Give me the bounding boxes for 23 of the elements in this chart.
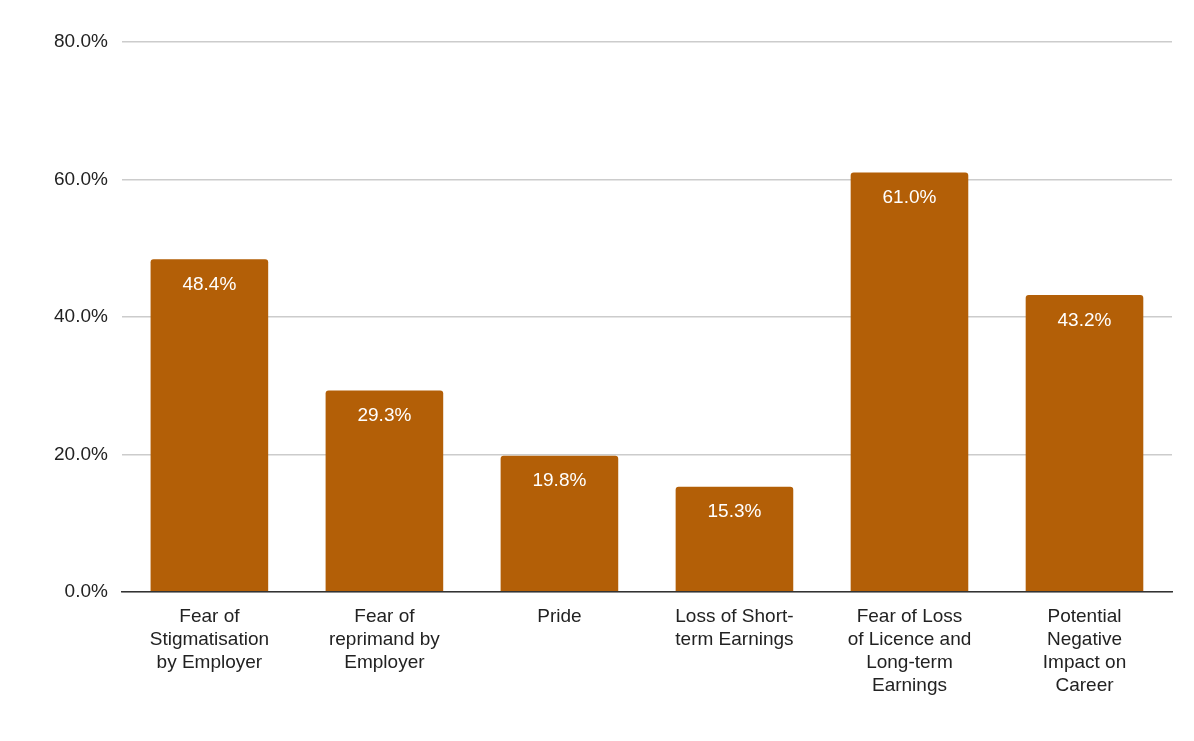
data-label: 15.3% <box>707 500 762 522</box>
bar <box>500 455 619 592</box>
data-label: 43.2% <box>1057 308 1112 330</box>
y-tick-label: 80.0% <box>54 30 108 52</box>
data-label: 29.3% <box>357 404 412 426</box>
data-label: 48.4% <box>182 272 237 294</box>
x-tick-label: Potential Negative Impact on Career <box>1042 605 1127 695</box>
x-tick-label: Pride <box>537 605 582 627</box>
x-tick-label: Loss of Short-term Earnings <box>675 605 794 650</box>
bar <box>1025 294 1144 592</box>
bar <box>850 172 969 592</box>
x-tick-label: Fear of Stigmatisation by Employer <box>149 605 270 673</box>
data-label: 61.0% <box>882 186 937 208</box>
y-tick-label: 20.0% <box>54 442 108 464</box>
x-tick-label: Fear of Loss of Licence and Long-term Earnings <box>847 605 972 695</box>
bar <box>325 390 444 592</box>
y-tick-label: 40.0% <box>54 305 108 327</box>
y-tick-label: 0.0% <box>64 580 108 602</box>
bar <box>675 486 794 592</box>
data-label: 19.8% <box>532 469 587 491</box>
x-tick-label: Fear of reprimand by Employer <box>328 605 441 673</box>
y-tick-label: 60.0% <box>54 167 108 189</box>
bar <box>150 259 269 592</box>
